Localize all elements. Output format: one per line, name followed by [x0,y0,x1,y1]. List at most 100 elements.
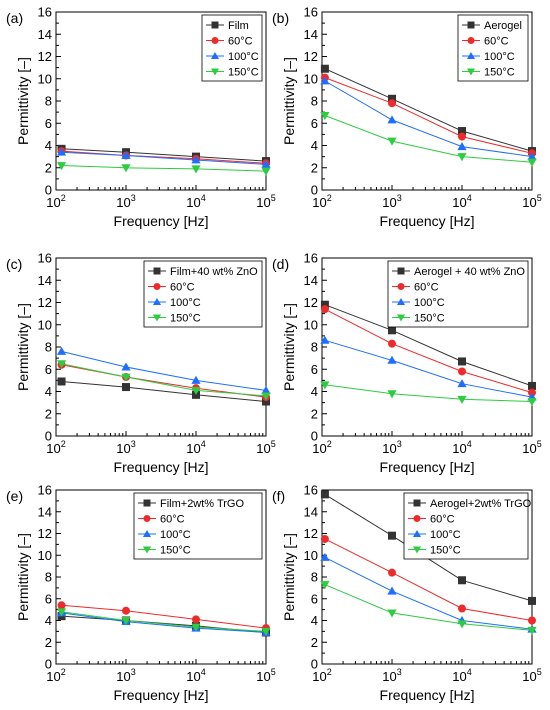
y-tick-label: 8 [311,340,318,355]
data-point-s3-3 [457,142,467,151]
data-point-s2-4 [528,616,536,625]
data-point-s2-3 [192,615,200,624]
x-tick-label: 104 [452,439,471,456]
y-tick-label: 4 [45,138,52,153]
data-point-s2-2 [388,568,396,577]
x-tick-label: 104 [452,667,471,684]
y-tick-label: 0 [311,429,318,444]
y-tick-label: 14 [304,27,318,42]
legend-marker-3 [396,297,406,306]
x-axis-label: Frequency [Hz] [114,213,209,229]
legend-marker-3 [142,529,152,538]
legend-entry-4: 150°C [228,67,259,79]
x-tick-label: 105 [256,667,275,684]
legend-marker-1 [153,267,161,275]
x-tick-label: 104 [186,439,205,456]
y-tick-label: 2 [45,406,52,421]
x-tick-label: 105 [522,667,541,684]
data-point-s2-3 [458,367,466,376]
y-tick-label: 16 [304,251,318,266]
series-line-2 [61,604,267,629]
x-tick-label: 105 [256,193,275,210]
legend-box [403,492,529,560]
data-point-s4-2 [387,609,397,618]
x-tick-label: 102 [46,193,65,210]
series-line-4 [324,384,533,402]
x-axis-label: Frequency [Hz] [380,213,475,229]
y-tick-label: 4 [311,138,318,153]
legend-entry-1: Film+40 wt% ZnO [170,266,258,278]
y-tick-label: 16 [304,483,318,498]
data-point-s4-4 [527,158,537,167]
panel-label: (a) [6,10,23,26]
data-point-s4-3 [457,153,467,162]
data-point-s1-4 [262,397,270,406]
x-tick-label: 105 [522,193,541,210]
legend-marker-2 [467,37,475,44]
y-tick-label: 4 [311,613,318,628]
y-tick-label: 10 [304,317,318,332]
legend-marker-2 [211,37,219,44]
legend-box [133,492,263,560]
y-tick-label: 12 [38,526,52,541]
x-tick-label: 103 [116,193,135,210]
series-line-1 [61,381,267,402]
legend-marker-1 [467,21,475,29]
data-point-s2-1 [57,601,66,610]
y-tick-label: 2 [45,160,52,175]
legend-entry-4: 150°C [430,545,461,557]
y-tick-label: 16 [38,251,52,266]
data-point-s3-4 [261,159,271,168]
panel-label: (f) [272,488,285,504]
legend-marker-4 [142,546,152,554]
data-point-s1-4 [528,596,536,605]
data-point-s4-3 [191,386,201,395]
data-point-s3-2 [121,362,131,371]
x-tick-label: 103 [382,193,401,210]
legend-entry-1: Aerogel+2wt% TrGO [430,498,532,510]
y-tick-label: 4 [311,384,318,399]
legend-entry-3: 100°C [430,529,461,541]
data-point-s4-1 [56,608,67,617]
data-point-s1-1 [320,64,329,73]
legend-entry-2: 60°C [170,282,195,294]
y-tick-label: 10 [304,71,318,86]
y-tick-label: 0 [45,429,52,444]
y-tick-label: 10 [38,317,52,332]
data-point-s1-2 [388,531,396,540]
x-tick-label: 102 [46,439,65,456]
panel-label: (e) [6,488,23,504]
data-point-s2-1 [320,305,329,314]
data-point-s3-1 [320,335,330,344]
y-axis-label: Permittivity [–] [281,533,297,621]
legend-entry-4: 150°C [160,545,191,557]
x-tick-label: 103 [116,667,135,684]
data-point-s1-2 [388,326,396,335]
legend-marker-1 [211,21,219,29]
data-point-s1-4 [528,381,536,390]
y-tick-label: 12 [304,49,318,64]
y-tick-label: 8 [45,340,52,355]
data-point-s3-2 [387,355,397,364]
data-point-s3-3 [191,375,201,384]
x-tick-label: 103 [382,667,401,684]
x-tick-label: 102 [46,667,65,684]
series-line-3 [324,80,533,158]
series-line-3 [61,612,267,633]
y-tick-label: 8 [311,570,318,585]
chart-panel-2: 0 2 4 6 8 10 12 14 16 102 103 104 105 Frequency [Hz] P… [272,5,542,230]
series-line-4 [61,165,267,172]
legend-entry-3: 100°C [170,297,201,309]
legend-marker-2 [413,515,421,522]
legend-entry-3: 100°C [160,529,191,541]
legend-entry-4: 150°C [170,313,201,325]
y-tick-label: 12 [38,295,52,310]
data-point-s1-2 [388,94,396,103]
data-point-s4-2 [387,137,397,146]
x-tick-label: 104 [452,193,471,210]
series-line-3 [61,350,267,391]
y-tick-label: 14 [38,504,52,519]
y-tick-label: 10 [304,548,318,563]
data-point-s3-2 [387,586,397,595]
data-point-s2-2 [388,99,396,108]
